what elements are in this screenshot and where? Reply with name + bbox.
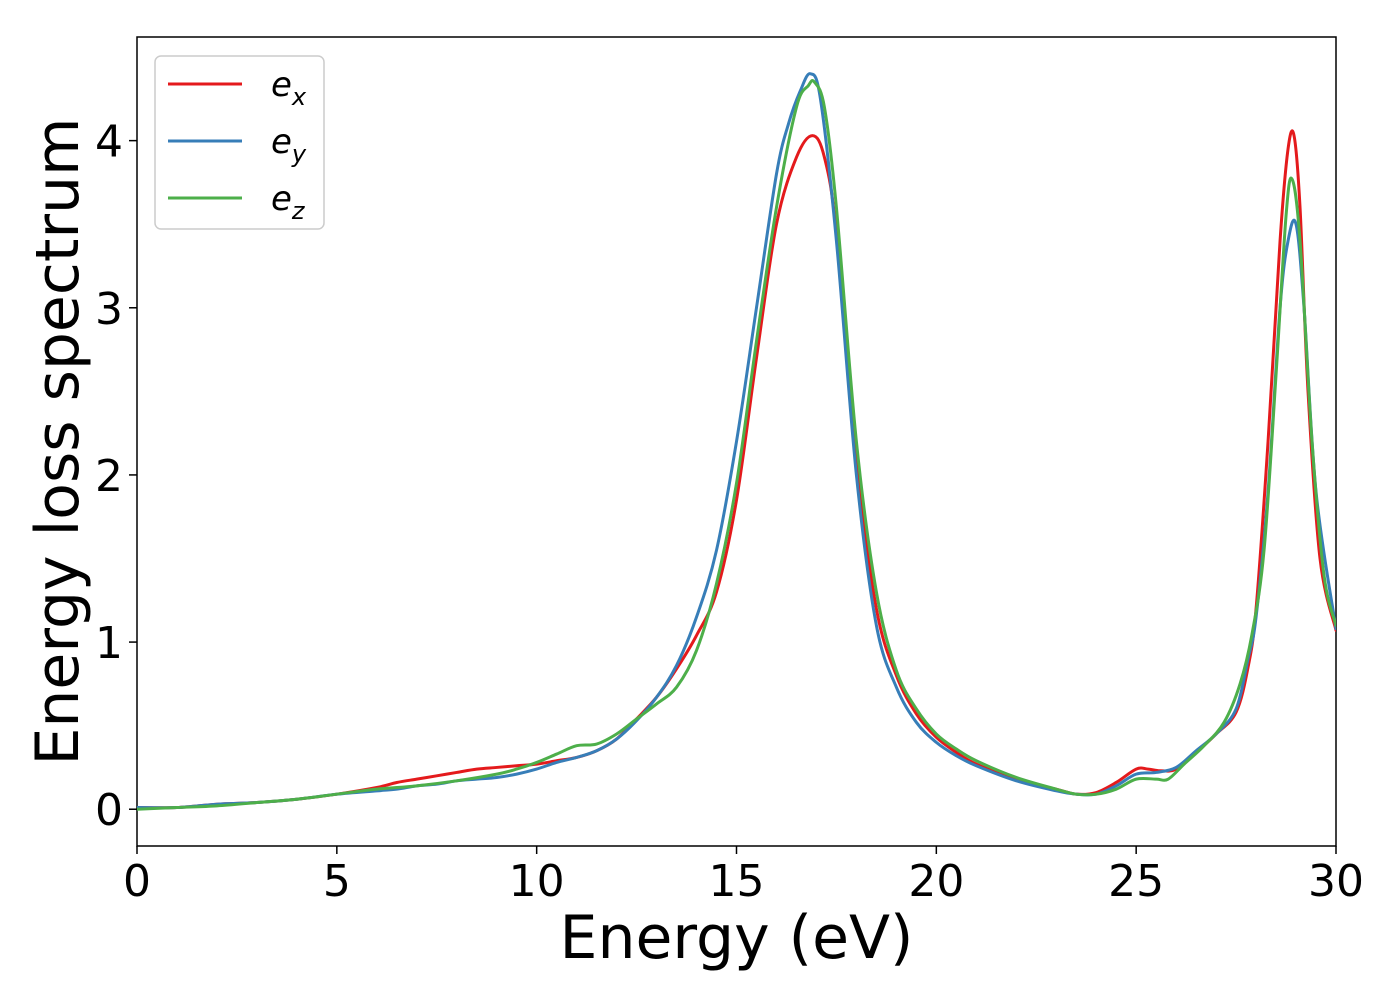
y-tick-label: 3 [95, 284, 123, 335]
x-tick-label: 20 [908, 856, 964, 907]
legend-label-base: e [271, 65, 292, 105]
legend-label-subscript: y [291, 140, 307, 168]
legend-label-ez: ez [271, 179, 306, 225]
x-tick-label: 25 [1108, 856, 1164, 907]
legend-label-base: e [271, 179, 292, 219]
x-axis-label: Energy (eV) [560, 903, 914, 973]
x-tick-label: 10 [509, 856, 565, 907]
legend-label-base: e [271, 122, 292, 162]
y-axis-ticks: 0 1 2 3 4 [95, 117, 137, 836]
y-axis-label: Energy loss spectrum [23, 117, 93, 765]
x-tick-label: 30 [1308, 856, 1364, 907]
y-tick-label: 1 [95, 618, 123, 669]
series-layer [137, 72, 1336, 811]
x-tick-label: 5 [323, 856, 351, 907]
legend-label-subscript: x [291, 83, 307, 111]
legend-label-subscript: z [291, 197, 306, 225]
series-line-ez [137, 78, 1336, 811]
y-tick-label: 0 [95, 785, 123, 836]
x-tick-label: 15 [709, 856, 765, 907]
y-tick-label: 2 [95, 451, 123, 502]
y-tick-label: 4 [95, 117, 123, 168]
x-axis-ticks: 0 5 10 15 20 25 30 [123, 846, 1364, 907]
x-tick-label: 0 [123, 856, 151, 907]
plot-area: 0 5 10 15 20 25 30 0 1 2 3 4 [95, 36, 1364, 907]
legend-label-ey: ey [271, 122, 307, 168]
legend-label-ex: ex [271, 65, 307, 111]
